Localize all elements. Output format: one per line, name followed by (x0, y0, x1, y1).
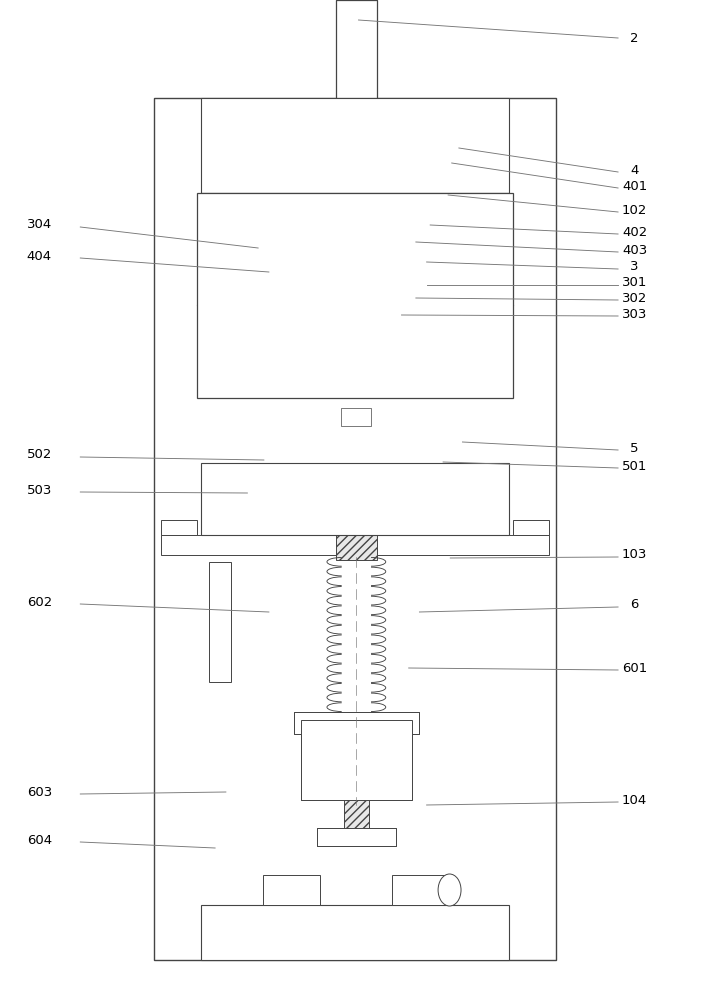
Text: 403: 403 (622, 243, 647, 256)
Bar (154, 98, 556, 960)
Text: 5: 5 (630, 442, 639, 454)
Bar (276, 306, 336, 386)
Text: 6: 6 (630, 598, 639, 611)
Bar (336, 530, 377, 560)
Bar (161, 520, 197, 535)
Bar (201, 98, 509, 959)
Bar (336, 0, 377, 98)
Bar (263, 875, 320, 905)
Text: 2: 2 (630, 31, 639, 44)
Bar (294, 712, 419, 734)
Bar (197, 193, 513, 208)
Bar (336, 304, 377, 388)
Bar (197, 193, 513, 428)
Bar (201, 555, 509, 905)
Text: 501: 501 (622, 460, 647, 473)
Bar (221, 478, 489, 518)
Bar (336, 398, 377, 426)
Text: 103: 103 (622, 548, 647, 562)
Bar (392, 875, 450, 905)
Bar (343, 800, 369, 828)
Bar (336, 461, 377, 537)
Text: 102: 102 (622, 204, 647, 217)
Text: 602: 602 (27, 595, 52, 608)
Bar (276, 213, 336, 303)
Bar (221, 150, 253, 170)
Bar (457, 110, 503, 150)
Bar (197, 386, 513, 398)
Bar (457, 150, 489, 170)
Bar (221, 478, 260, 518)
Bar (201, 905, 509, 960)
Text: 603: 603 (27, 786, 52, 798)
Bar (201, 463, 509, 535)
Bar (294, 712, 419, 734)
Text: 404: 404 (27, 249, 52, 262)
Text: 402: 402 (622, 226, 647, 238)
Text: 302: 302 (622, 292, 647, 304)
Bar (377, 316, 406, 371)
Bar (301, 720, 412, 800)
Bar (201, 98, 336, 193)
Bar (201, 98, 509, 193)
Text: 4: 4 (630, 163, 639, 176)
Bar (247, 228, 276, 293)
Bar (201, 463, 509, 535)
Bar (322, 426, 390, 448)
Bar (317, 828, 396, 846)
Bar (206, 110, 253, 150)
Bar (377, 228, 406, 293)
Text: 502: 502 (27, 448, 52, 462)
Bar (199, 306, 413, 386)
Text: 104: 104 (622, 794, 647, 806)
Text: 503: 503 (27, 484, 52, 496)
Bar (342, 720, 371, 734)
Bar (201, 398, 509, 463)
Bar (434, 306, 511, 386)
Bar (199, 213, 413, 303)
Text: 303: 303 (622, 308, 647, 320)
Bar (336, 448, 377, 463)
Text: 601: 601 (622, 662, 647, 674)
Bar (197, 193, 513, 398)
Bar (336, 0, 377, 103)
Bar (209, 562, 231, 682)
Bar (161, 535, 549, 555)
Bar (341, 408, 371, 426)
Bar (154, 98, 556, 960)
Text: 304: 304 (27, 219, 52, 232)
Bar (377, 213, 434, 303)
Bar (513, 520, 549, 535)
Bar (199, 306, 276, 386)
Bar (377, 98, 509, 193)
Bar (377, 306, 434, 386)
Bar (161, 535, 549, 555)
Bar (434, 213, 511, 303)
Bar (450, 478, 489, 518)
Bar (263, 875, 320, 905)
Bar (201, 905, 509, 960)
Bar (336, 208, 377, 308)
Circle shape (438, 874, 461, 906)
Text: 604: 604 (27, 834, 52, 846)
Bar (301, 720, 412, 800)
Bar (317, 828, 396, 846)
Bar (247, 316, 276, 371)
Bar (377, 228, 406, 293)
Text: 301: 301 (622, 276, 647, 290)
Bar (247, 228, 276, 293)
Bar (336, 98, 377, 203)
Text: 401: 401 (622, 180, 647, 192)
Text: 3: 3 (630, 260, 639, 273)
Bar (199, 213, 276, 303)
Bar (392, 875, 450, 905)
